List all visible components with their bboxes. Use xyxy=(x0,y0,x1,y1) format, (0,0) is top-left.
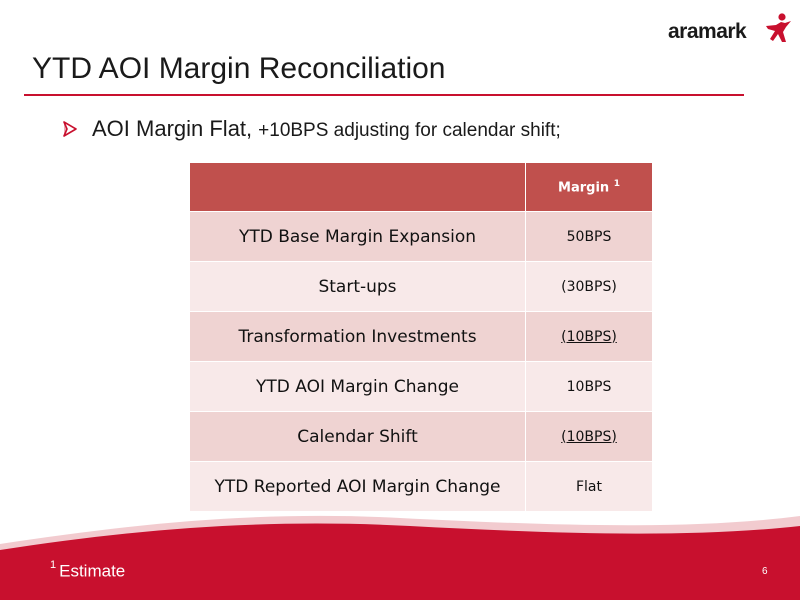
row-value: 50BPS xyxy=(525,211,653,262)
table-row: Calendar Shift (10BPS) xyxy=(189,411,653,462)
row-value: (10BPS) xyxy=(525,311,653,362)
page-number: 6 xyxy=(762,566,768,577)
row-value: (10BPS) xyxy=(525,411,653,462)
row-label: Calendar Shift xyxy=(189,411,526,462)
row-label: YTD AOI Margin Change xyxy=(189,361,526,412)
header-label-cell xyxy=(189,162,526,212)
row-label: Start-ups xyxy=(189,261,526,312)
row-value: (30BPS) xyxy=(525,261,653,312)
footer-wave xyxy=(0,515,800,600)
row-label: YTD Base Margin Expansion xyxy=(189,211,526,262)
bullet-main-text: AOI Margin Flat, xyxy=(92,116,253,141)
header-footnote-marker: 1 xyxy=(613,178,620,189)
row-value: 10BPS xyxy=(525,361,653,412)
table-row: Start-ups (30BPS) xyxy=(189,261,653,312)
table-row: Transformation Investments (10BPS) xyxy=(189,311,653,362)
footnote-text: Estimate xyxy=(59,561,126,581)
table-row: YTD Base Margin Expansion 50BPS xyxy=(189,211,653,262)
row-label: YTD Reported AOI Margin Change xyxy=(189,461,526,512)
margin-reconciliation-table: Margin 1 YTD Base Margin Expansion 50BPS… xyxy=(189,162,653,512)
arrow-bullet-icon xyxy=(63,121,77,137)
footnote: 1 Estimate xyxy=(50,559,126,582)
footnote-marker: 1 xyxy=(50,559,57,571)
table-row: YTD Reported AOI Margin Change Flat xyxy=(189,461,653,512)
title-divider xyxy=(24,94,744,96)
page-title: YTD AOI Margin Reconciliation xyxy=(32,52,446,85)
aramark-logo: aramark xyxy=(668,12,792,48)
row-value-underlined: (10BPS) xyxy=(561,428,617,445)
logo-star-icon xyxy=(766,13,791,42)
logo-text: aramark xyxy=(668,20,747,43)
row-value: Flat xyxy=(525,461,653,512)
bullet-point: AOI Margin Flat, +10BPS adjusting for ca… xyxy=(62,116,561,142)
row-value-underlined: (10BPS) xyxy=(561,328,617,345)
table-header-row: Margin 1 xyxy=(189,162,653,212)
bullet-sub-text: +10BPS adjusting for calendar shift; xyxy=(258,120,561,141)
row-label: Transformation Investments xyxy=(189,311,526,362)
table-row: YTD AOI Margin Change 10BPS xyxy=(189,361,653,412)
header-margin-cell: Margin 1 xyxy=(525,162,653,212)
header-margin-label: Margin xyxy=(558,180,610,196)
